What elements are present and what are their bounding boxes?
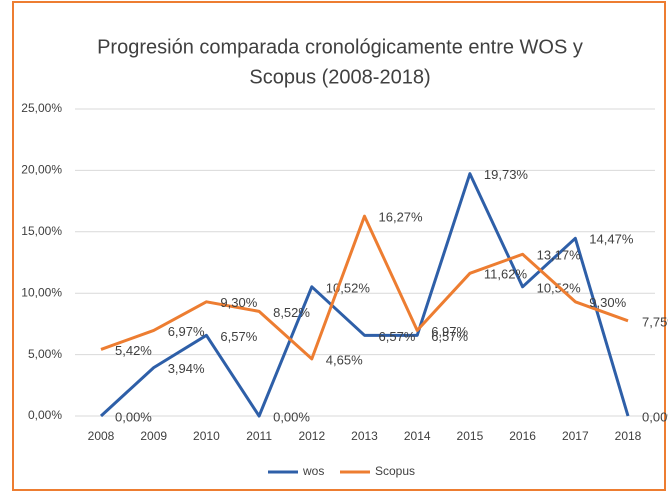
data-label: 3,94% <box>168 361 205 376</box>
y-tick-label: 10,00% <box>21 285 62 299</box>
x-tick-label: 2012 <box>298 429 325 443</box>
y-tick-label: 20,00% <box>21 163 62 177</box>
x-tick-label: 2014 <box>404 429 431 443</box>
data-label: 10,52% <box>326 280 371 295</box>
data-label: 16,27% <box>379 210 424 225</box>
x-tick-label: 2016 <box>509 429 536 443</box>
data-label: 6,97% <box>168 324 205 339</box>
chart-title: Progresión comparada cronológicamente en… <box>97 36 583 58</box>
y-tick-label: 5,00% <box>28 347 62 361</box>
legend-label: wos <box>302 464 324 478</box>
x-tick-label: 2010 <box>193 429 220 443</box>
y-tick-label: 15,00% <box>21 224 62 238</box>
data-label: 11,62% <box>484 267 528 282</box>
data-label: 8,52% <box>273 305 310 320</box>
x-tick-label: 2011 <box>246 429 272 443</box>
data-label: 19,73% <box>484 167 529 182</box>
data-label: 0,00% <box>115 409 152 424</box>
x-tick-label: 2008 <box>88 429 115 443</box>
series-line <box>100 214 629 361</box>
data-label: 13,17% <box>537 248 582 263</box>
x-tick-label: 2009 <box>140 429 167 443</box>
data-label: 6,97% <box>431 324 468 339</box>
data-label: 6,57% <box>431 329 468 344</box>
y-tick-label: 0,00% <box>28 408 62 422</box>
data-label: 4,65% <box>326 352 363 367</box>
data-label: 0,00% <box>273 409 310 424</box>
chart-title: Scopus (2008-2018) <box>249 66 430 88</box>
data-label: 7,75% <box>642 314 668 329</box>
x-tick-label: 2013 <box>351 429 378 443</box>
data-label: 9,30% <box>220 295 257 310</box>
data-label: 14,47% <box>589 232 634 247</box>
y-tick-label: 25,00% <box>21 101 62 115</box>
legend-label: Scopus <box>375 464 415 478</box>
x-tick-label: 2015 <box>457 429 484 443</box>
x-tick-label: 2017 <box>562 429 589 443</box>
chart-frame <box>12 1 666 491</box>
data-label: 6,57% <box>379 329 416 344</box>
data-label: 0,00% <box>642 409 668 424</box>
data-label: 5,42% <box>115 343 152 358</box>
x-tick-label: 2018 <box>615 429 642 443</box>
data-label: 9,30% <box>589 295 626 310</box>
data-label: 6,57% <box>220 329 257 344</box>
